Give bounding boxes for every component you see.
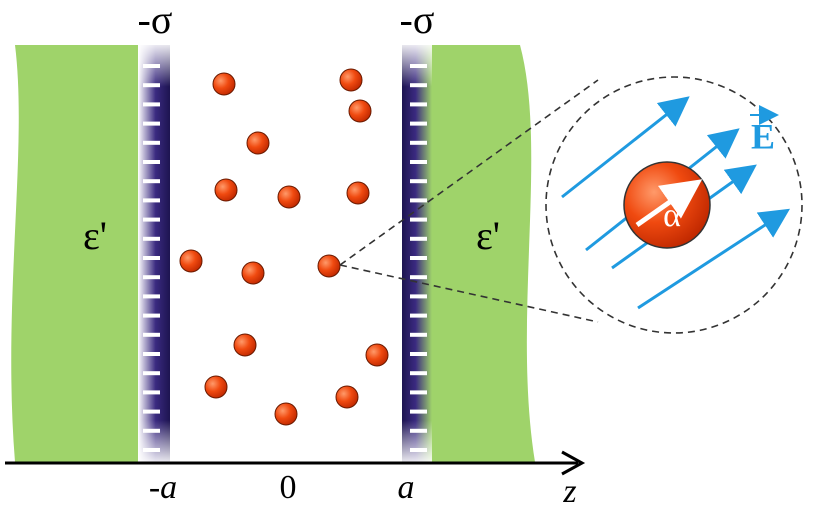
particle: [365, 343, 389, 367]
charge-dash: [143, 140, 160, 145]
charge-dash: [410, 83, 427, 88]
charge-dash: [410, 236, 427, 241]
particle: [214, 178, 238, 202]
charge-dash: [143, 160, 160, 164]
permittivity-label: ε': [476, 213, 500, 258]
dipole-arrow: [635, 179, 703, 228]
charge-dash: [143, 390, 160, 395]
charge-dash: [410, 448, 427, 452]
particle: [274, 402, 298, 426]
position-label: a: [398, 469, 415, 506]
charge-dash: [410, 390, 427, 395]
charge-dash: [143, 217, 160, 222]
particle: [317, 254, 341, 278]
charge-dash: [410, 198, 427, 203]
axis-arrow: [561, 450, 586, 476]
charge-dash: [143, 332, 160, 337]
zoom-line: [339, 79, 599, 266]
particle: [204, 375, 228, 399]
charge-dash: [410, 294, 427, 299]
charge-dash: [410, 409, 427, 414]
position-label: -a: [149, 469, 177, 506]
charge-dash: [410, 352, 427, 356]
charge-label: -σ: [138, 0, 173, 42]
charge-dash: [410, 64, 427, 68]
charge-dash: [410, 313, 427, 318]
particle: [212, 72, 236, 96]
medium-right: [430, 45, 535, 462]
charge-dash: [143, 428, 160, 433]
plate-fade: [402, 45, 432, 462]
particle: [339, 68, 363, 92]
charge-dash: [410, 256, 427, 260]
particle: [277, 185, 301, 209]
charge-dash: [143, 294, 160, 299]
charge-dash: [143, 102, 160, 107]
charge-dash: [410, 217, 427, 222]
charges: [143, 64, 427, 452]
charge-label: -σ: [400, 0, 435, 42]
charge-dash: [410, 102, 427, 107]
particle-label: α: [663, 197, 681, 234]
charge-dash: [143, 198, 160, 203]
permittivity-label: ε': [83, 213, 107, 258]
charge-dash: [143, 313, 160, 318]
charge-dash: [143, 409, 160, 414]
charge-dash: [143, 121, 160, 126]
charge-dash: [143, 236, 160, 241]
particle: [346, 181, 370, 205]
charge-dash: [410, 160, 427, 164]
plate-fade: [138, 45, 170, 462]
particle: [348, 99, 372, 123]
charge-dash: [143, 179, 160, 184]
origin-label: 0: [280, 469, 297, 506]
charge-dash: [143, 256, 160, 260]
charge-dash: [410, 275, 427, 280]
charge-dash: [410, 371, 427, 376]
particle: [241, 261, 265, 285]
particle: [335, 385, 359, 409]
zoom-line: [339, 264, 599, 323]
charge-dash: [410, 179, 427, 184]
charge-dash: [143, 448, 160, 452]
axis-label: z: [562, 473, 576, 510]
charge-dash: [143, 83, 160, 88]
charge-dash: [143, 64, 160, 68]
charge-dash: [143, 275, 160, 280]
charge-dash: [410, 428, 427, 433]
particles: [179, 68, 389, 426]
particle: [246, 131, 270, 155]
charge-dash: [143, 371, 160, 376]
medium-left: [11, 45, 141, 462]
charge-dash: [410, 140, 427, 145]
charge-dash: [410, 332, 427, 337]
field-label: E: [751, 116, 775, 156]
particle: [233, 333, 257, 357]
charge-dash: [410, 121, 427, 126]
zoom-circle: [545, 76, 803, 334]
particle: [179, 249, 203, 273]
charge-dash: [143, 352, 160, 356]
